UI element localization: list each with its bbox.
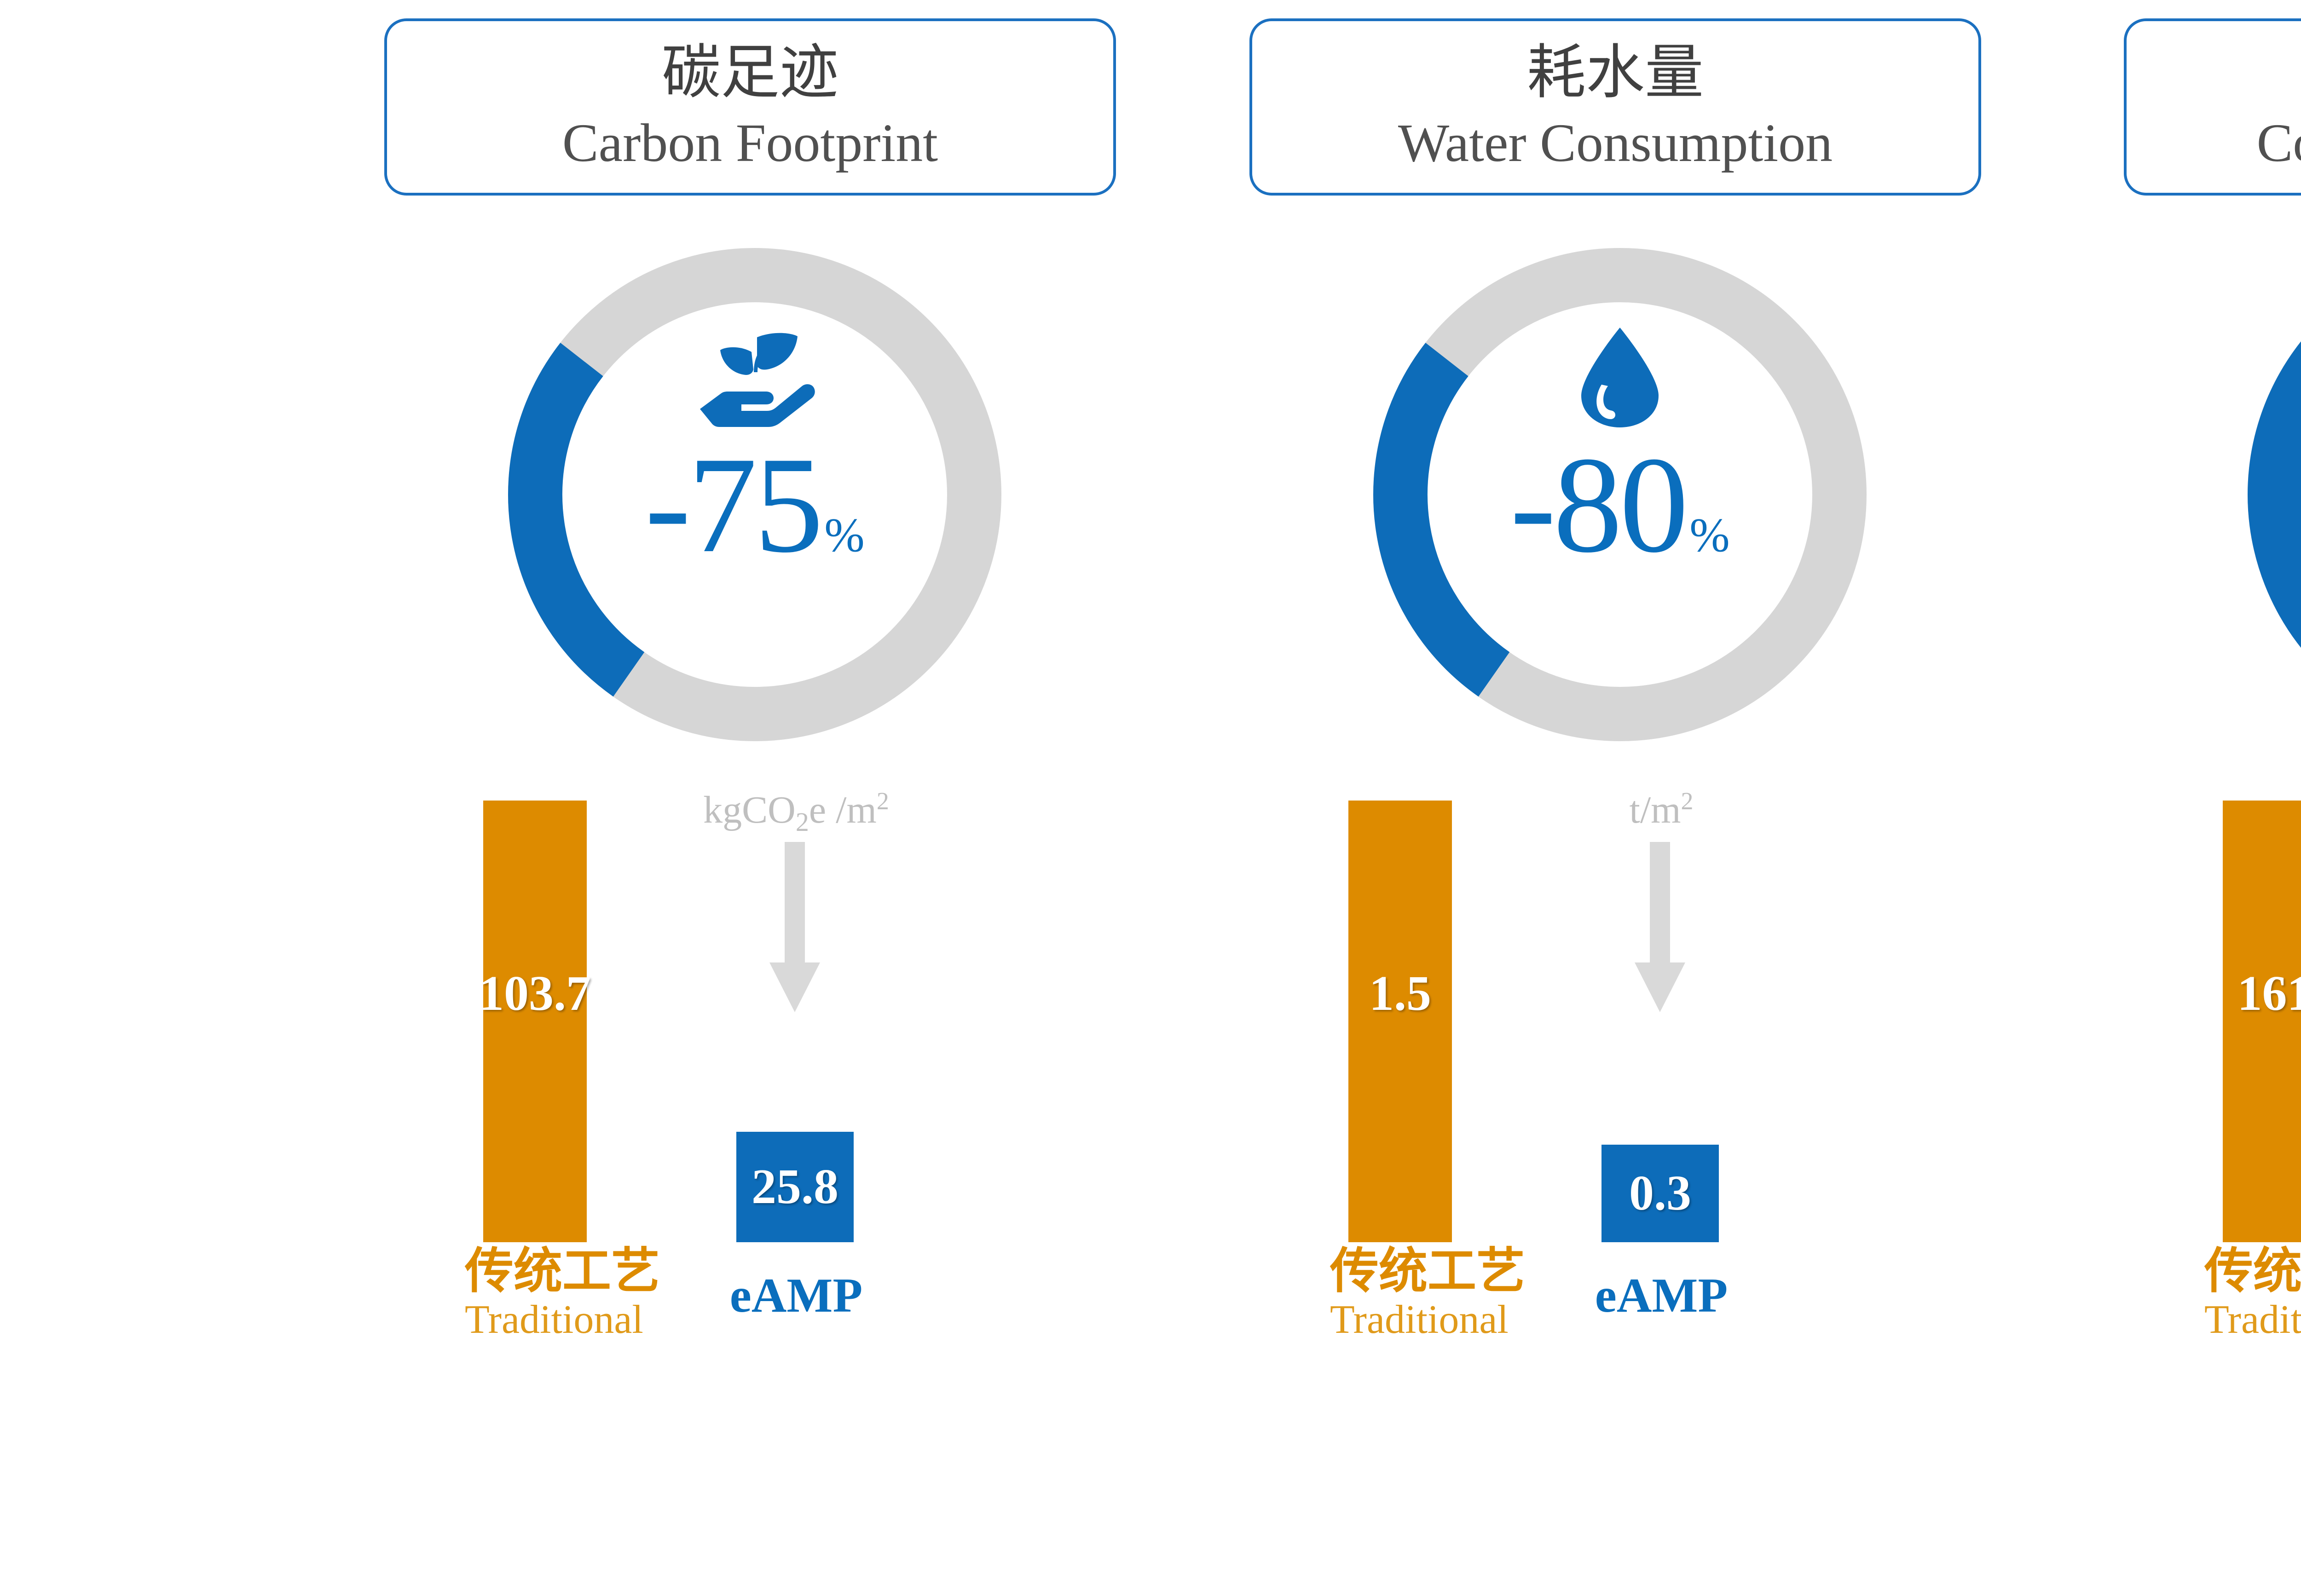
caption-traditional: 传统工艺 Traditional [2204,1246,2301,1342]
donut-svg [2248,341,2301,648]
caption-traditional-en: Traditional [465,1297,643,1342]
panel-header-card: 碳足迹 Carbon Footprint [384,18,1116,196]
panel-title-cn: 耗水量 [1526,40,1704,106]
bars-area: 103.7 25.8 kgCO2e /m2 [460,782,1049,1242]
bar-eamp: 25.8 [736,1132,854,1242]
panel-title-en: Carbon Footprint [562,113,938,173]
caption-eamp-label: eAMP [1595,1268,1728,1322]
bar-value-traditional: 1.5 [1369,966,1431,1021]
donut-progress-arc [508,343,645,697]
bar-traditional: 161 [2223,801,2301,1242]
caption-traditional-cn: 传统工艺 [2204,1245,2301,1298]
comparison-bar-chart: 103.7 25.8 kgCO2e /m2 传统工艺 Traditional e… [460,782,1049,1426]
bar-eamp: 0.3 [1601,1145,1719,1242]
caption-traditional-en: Traditional [1330,1297,1509,1342]
donut-gauge: -70 % [2220,221,2301,768]
bar-value-traditional: 161 [2237,966,2301,1021]
unit-label: t/m2 [1629,787,1694,831]
down-arrow-icon [769,842,820,1012]
down-arrow-icon [1635,842,1685,1012]
bar-value-traditional: 103.7 [479,966,591,1021]
caption-eamp: eAMP [1585,1246,1737,1321]
panel-title-cn: 碳足迹 [661,40,838,106]
bars-area: 161 55 g/m2 [2200,782,2301,1242]
panel-header-card: 铜损耗 Copper Consumption [2124,18,2301,196]
donut-svg [508,248,1001,741]
bar-value-eamp: 0.3 [1629,1166,1691,1221]
bar-traditional: 1.5 [1348,801,1452,1242]
caption-traditional: 传统工艺 Traditional [465,1245,660,1342]
comparison-bar-chart: 1.5 0.3 t/m2 传统工艺 Traditional eAMP [1325,782,1914,1426]
caption-traditional-cn: 传统工艺 [465,1245,660,1298]
donut-progress-arc [2248,342,2301,648]
caption-eamp: eAMP [720,1246,872,1321]
donut-gauge: -80 % [1346,221,1894,768]
bar-traditional: 103.7 [479,801,591,1242]
panel-copper-consumption: 铜损耗 Copper Consumption -70 % [2062,0,2301,1435]
caption-traditional-cn: 传统工艺 [1330,1245,1525,1298]
caption-traditional-en: Traditional [2204,1297,2301,1342]
comparison-bar-chart: 161 55 g/m2 传统工艺 Traditional eAMP [2200,782,2301,1426]
caption-traditional: 传统工艺 Traditional [1330,1245,1525,1342]
bars-area: 1.5 0.3 t/m2 [1325,782,1914,1242]
unit-label: kgCO2e /m2 [703,787,889,837]
donut-gauge: -75 % [481,221,1029,768]
bar-value-eamp: 25.8 [752,1159,838,1214]
donut-svg [1373,248,1867,741]
donut-progress-arc [1373,343,1510,697]
panel-title-en: Water Consumption [1398,113,1833,173]
panel-carbon-footprint: 碳足迹 Carbon Footprint -75 [322,0,1178,1435]
caption-eamp-label: eAMP [729,1268,863,1322]
panel-header-card: 耗水量 Water Consumption [1249,18,1981,196]
panel-title-en: Copper Consumption [2256,113,2301,173]
panel-water-consumption: 耗水量 Water Consumption -80 % [1187,0,2043,1435]
